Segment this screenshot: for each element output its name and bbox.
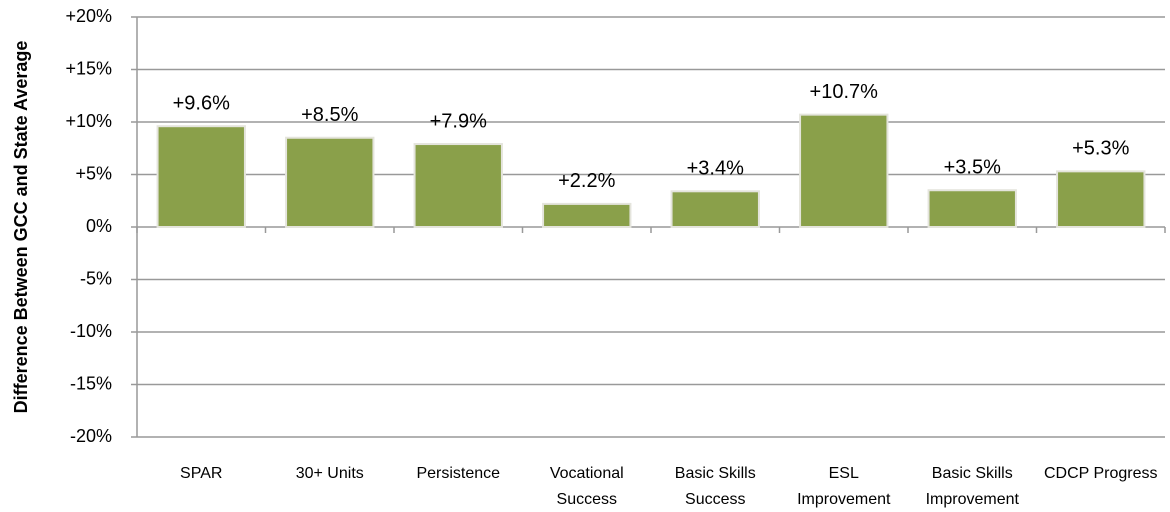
x-tick-label: Vocational Success xyxy=(549,465,624,508)
bar xyxy=(285,136,375,228)
y-tick-label: +15% xyxy=(65,58,112,78)
bar xyxy=(670,190,760,229)
y-tick-label: -5% xyxy=(80,268,112,288)
y-tick-label: +10% xyxy=(65,111,112,131)
y-tick-label: -10% xyxy=(70,321,112,341)
bar xyxy=(1056,170,1146,229)
y-tick-label: 0% xyxy=(86,216,112,236)
value-label: +10.7% xyxy=(810,81,879,103)
value-label: +3.4% xyxy=(687,158,744,180)
value-label: +9.6% xyxy=(173,92,230,114)
x-tick-label: Persistence xyxy=(416,465,501,482)
value-label: +2.2% xyxy=(558,170,615,192)
bar xyxy=(413,143,503,228)
bar xyxy=(927,189,1017,228)
x-tick-label: 30+ Units xyxy=(295,465,364,482)
y-tick-label: +5% xyxy=(75,163,112,183)
x-tick-label: ESL Improvement xyxy=(797,465,891,508)
bar xyxy=(799,113,889,228)
x-tick-label: CDCP Progress xyxy=(1043,465,1158,482)
bar xyxy=(156,125,246,228)
y-tick-label: +20% xyxy=(65,6,112,26)
value-label: +3.5% xyxy=(944,157,1001,179)
y-tick-label: -15% xyxy=(70,373,112,393)
bar xyxy=(542,202,632,228)
x-tick-label: SPAR xyxy=(180,465,223,482)
y-tick-label: -20% xyxy=(70,426,112,446)
value-label: +8.5% xyxy=(301,104,358,126)
x-tick-label: Basic Skills Success xyxy=(674,465,756,508)
value-label: +5.3% xyxy=(1072,138,1129,160)
y-axis-label: Difference Between GCC and State Average xyxy=(11,41,31,414)
x-tick-label: Basic Skills Improvement xyxy=(925,465,1019,508)
value-label: +7.9% xyxy=(430,110,487,132)
